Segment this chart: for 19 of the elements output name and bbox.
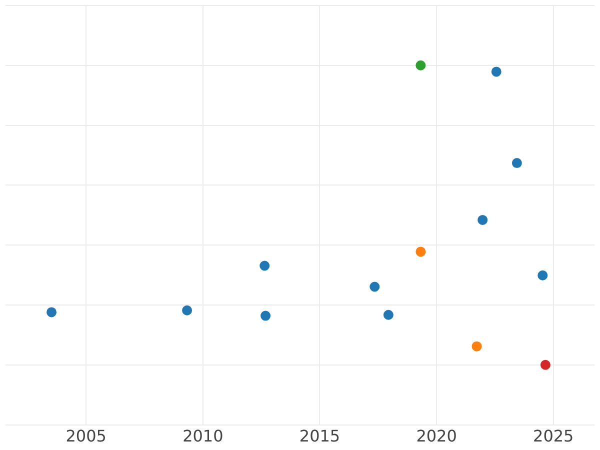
point [538, 270, 548, 280]
point [260, 310, 271, 321]
point [182, 305, 192, 316]
point [512, 158, 522, 168]
x-tick-label: 2005 [66, 426, 106, 446]
point [383, 310, 394, 320]
point [540, 360, 550, 370]
point [370, 282, 380, 292]
point [491, 66, 502, 77]
x-tick-label: 2010 [182, 426, 224, 446]
point [416, 60, 426, 70]
point [416, 246, 426, 257]
x-tick-label: 2015 [299, 426, 340, 446]
x-tick-label: 2025 [533, 426, 574, 446]
point [260, 260, 270, 271]
point [478, 214, 488, 225]
point [472, 341, 482, 352]
point [46, 307, 57, 318]
x-tick-label: 2020 [416, 426, 457, 446]
